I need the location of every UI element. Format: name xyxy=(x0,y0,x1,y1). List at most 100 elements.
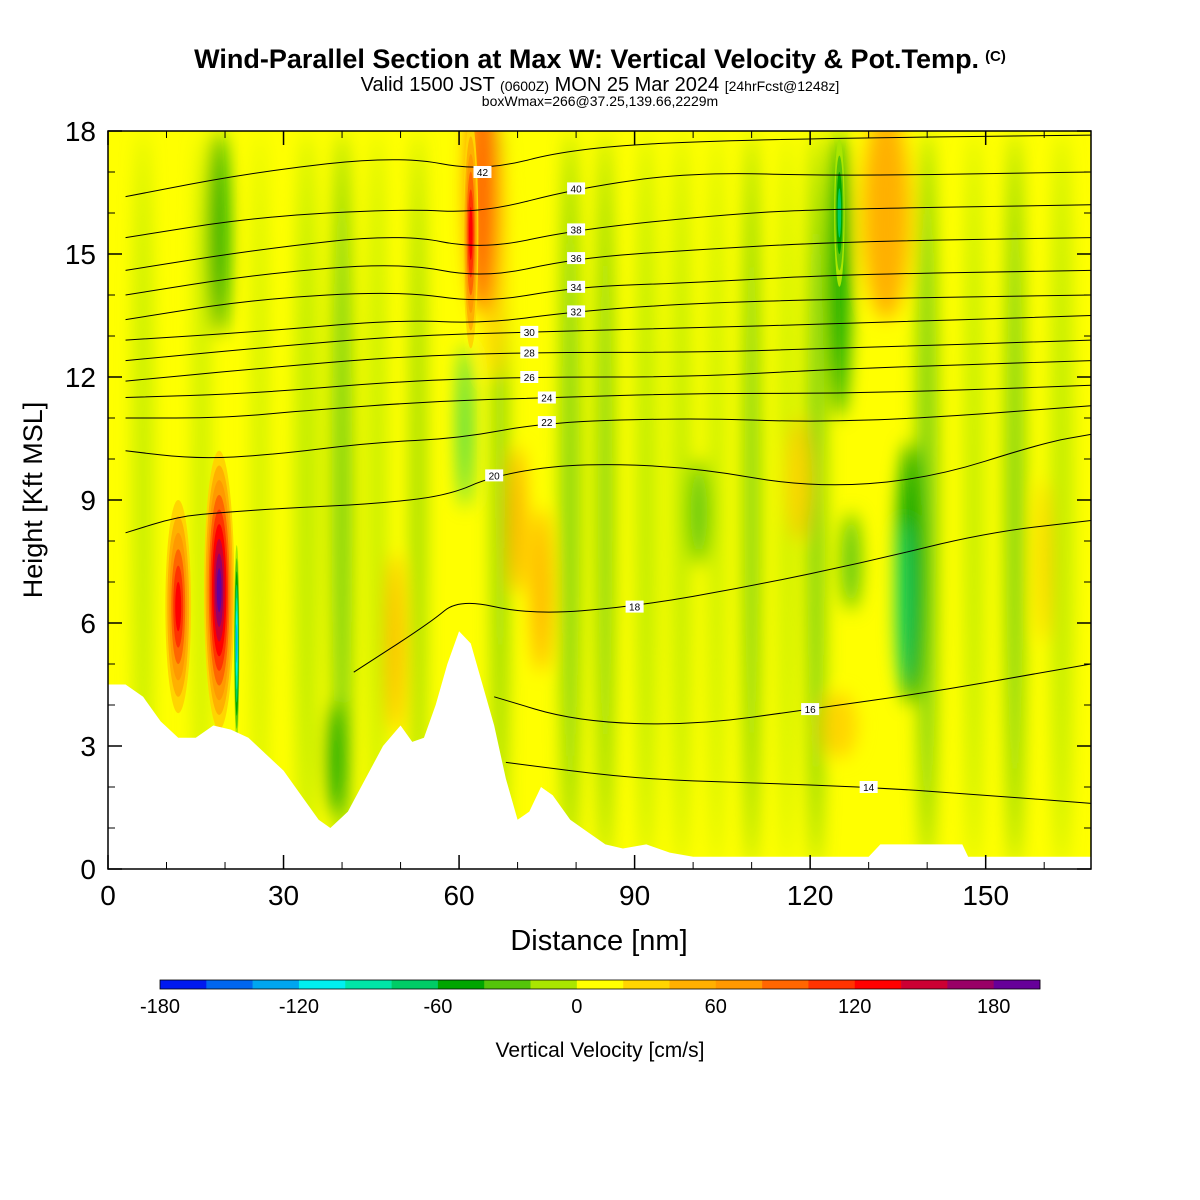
colorbar-swatch xyxy=(252,980,300,989)
field-streak xyxy=(635,131,657,869)
theta-contour-label: 42 xyxy=(477,168,489,179)
field-streak xyxy=(916,131,938,869)
colorbar-swatch xyxy=(206,980,253,989)
theta-contour-label-bg xyxy=(801,703,820,716)
theta-contour-label-bg xyxy=(625,600,644,613)
colorbar-tick-label: -180 xyxy=(140,996,180,1018)
colorbar-swatch xyxy=(530,980,578,989)
x-tick-label: 30 xyxy=(268,880,299,911)
theta-contour-label-bg xyxy=(485,469,504,482)
x-tick-label: 0 xyxy=(100,880,116,911)
colorbar-tick-label: 180 xyxy=(977,996,1010,1018)
colorbar-tick-label: 120 xyxy=(838,996,871,1018)
colorbar-swatch xyxy=(437,980,485,989)
colorbar-swatch xyxy=(762,980,809,989)
colorbar-swatch xyxy=(854,980,902,989)
colorbar-swatch xyxy=(345,980,392,989)
colorbar-swatch xyxy=(298,980,346,989)
theta-contour-label-bg xyxy=(567,223,586,236)
theta-contour-line xyxy=(125,204,1091,271)
theta-contour-label: 28 xyxy=(524,348,536,359)
colorbar: -180 -120 -60 0 60 120 180 xyxy=(140,979,1041,1018)
theta-contour-label: 22 xyxy=(541,418,553,429)
y-tick-label: 0 xyxy=(80,854,96,885)
theta-contour-line xyxy=(125,360,1091,398)
field-blobs xyxy=(134,131,1073,869)
field-streak xyxy=(134,131,152,869)
field-warm-cell xyxy=(786,418,811,541)
theta-contour-line xyxy=(353,520,1091,673)
colorbar-swatch xyxy=(576,980,624,989)
forecast-info: [24hrFcst@1248z] xyxy=(724,78,840,94)
field-streak xyxy=(1005,131,1025,869)
field-sink-column xyxy=(841,512,861,611)
updraft-core xyxy=(175,582,182,632)
theta-contour-label: 32 xyxy=(571,307,583,318)
colorbar-swatch xyxy=(808,980,856,989)
theta-contour-line xyxy=(125,269,1091,321)
y-tick-label: 9 xyxy=(80,485,96,516)
field-sink-column xyxy=(896,520,911,685)
theta-contour-label: 20 xyxy=(489,471,501,482)
theta-contour-line xyxy=(125,339,1091,382)
y-tick-label: 3 xyxy=(80,731,96,762)
theta-contour-label: 34 xyxy=(571,283,583,294)
terrain-fill xyxy=(108,631,1091,869)
theta-contour-line xyxy=(125,134,1091,198)
chart-title: Wind-Parallel Section at Max W: Vertical… xyxy=(0,44,1200,75)
updraft-core xyxy=(469,207,473,260)
theta-contours: 14 16 18 20 22 24 26 28 30 32 34 36 38 40 42 xyxy=(125,134,1091,804)
theta-contour-line xyxy=(125,405,1091,459)
theta-contour-line xyxy=(505,761,1091,804)
field-warm-cell xyxy=(509,446,526,595)
y-axis-label: Height [Kft MSL] xyxy=(18,402,48,599)
colorbar-tick-label: -60 xyxy=(423,996,452,1018)
downdraft-core xyxy=(837,188,842,238)
theta-contour-label: 16 xyxy=(805,705,817,716)
field-streak xyxy=(965,131,983,869)
field-streak xyxy=(194,131,209,869)
field-streak xyxy=(254,131,266,869)
y-tick-label: 6 xyxy=(80,608,96,639)
theta-contour-label: 30 xyxy=(524,328,536,339)
theta-contour-line xyxy=(125,384,1091,419)
field-core-cells xyxy=(165,131,845,742)
theta-contour-label-bg xyxy=(537,416,556,429)
field-warm-cell xyxy=(387,553,402,734)
field-sink-column xyxy=(327,700,345,816)
x-tick-label: 150 xyxy=(962,880,1009,911)
colorbar-swatch xyxy=(993,980,1041,989)
colorbar-swatch xyxy=(901,980,948,989)
field-warm-cell xyxy=(1037,479,1052,644)
field-streak xyxy=(560,131,580,869)
x-tick-label: 60 xyxy=(443,880,474,911)
terrain-mask xyxy=(108,631,1091,869)
theta-contour-label: 24 xyxy=(541,394,553,405)
colorbar-tick-label: 60 xyxy=(705,996,727,1018)
theta-contour-line xyxy=(125,315,1091,362)
vertical-velocity-field xyxy=(108,131,1091,869)
field-sink-column xyxy=(690,459,708,566)
downdraft-core xyxy=(236,623,238,664)
theta-contour-label-bg xyxy=(520,371,539,383)
valid-date: MON 25 Mar 2024 xyxy=(554,74,720,96)
field-streak xyxy=(779,131,794,869)
theta-contour-label-bg xyxy=(567,280,586,293)
theta-contour-label-bg xyxy=(520,346,539,359)
field-streak xyxy=(806,131,826,869)
theta-contour-label: 38 xyxy=(571,225,583,236)
colorbar-tick-label: 0 xyxy=(571,996,582,1018)
y-tick-label: 12 xyxy=(65,362,96,393)
colorbar-tick-label: -120 xyxy=(279,996,319,1018)
box-info: boxWmax=266@37.25,139.66,2229m xyxy=(481,93,719,109)
field-warm-cell xyxy=(531,508,551,673)
y-tick-label: 15 xyxy=(65,239,96,270)
x-tick-label: 90 xyxy=(619,880,650,911)
theta-contour-label-bg xyxy=(859,781,878,793)
theta-contour-label-bg xyxy=(567,182,586,195)
x-axis-label: Distance [nm] xyxy=(510,925,687,957)
theta-contour-label: 14 xyxy=(863,783,875,794)
theta-contour-label: 36 xyxy=(571,254,583,265)
x-tick-label: 120 xyxy=(787,880,834,911)
